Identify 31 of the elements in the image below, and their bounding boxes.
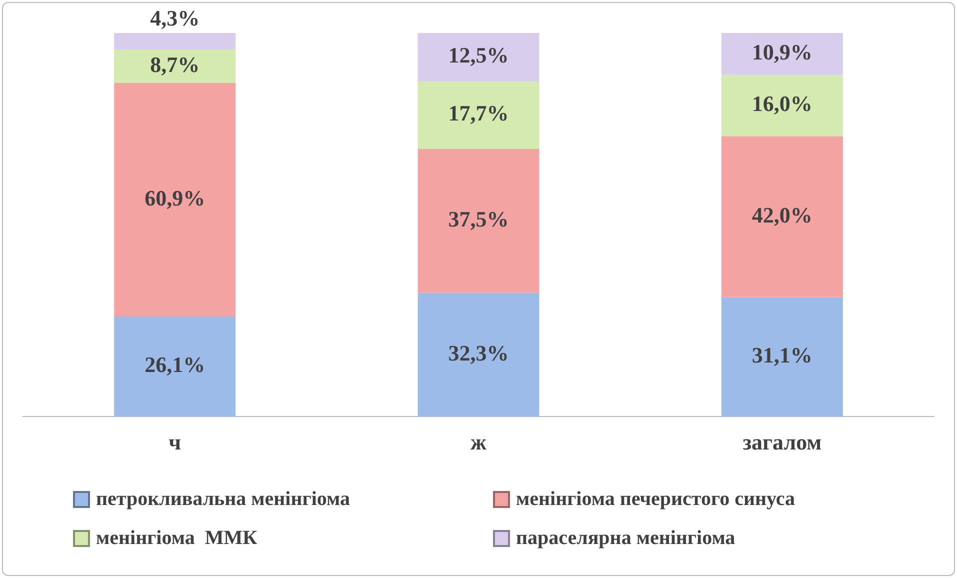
- bar: [721, 136, 843, 298]
- bar: [418, 33, 540, 81]
- bar: [418, 148, 540, 293]
- data-label: 8,7%: [150, 52, 200, 77]
- bar: [721, 33, 843, 75]
- x-tick-label: загалом: [742, 429, 822, 454]
- data-label: 26,1%: [144, 352, 206, 378]
- bar: [418, 292, 540, 417]
- bar: [418, 80, 540, 149]
- data-label: 31,1%: [752, 342, 812, 368]
- data-label: 10,9%: [752, 40, 812, 65]
- legend-label: параселярна менінгіома: [516, 527, 736, 550]
- data-label: 17,7%: [448, 100, 509, 126]
- bar: [114, 33, 236, 50]
- x-tick-label: ч: [168, 429, 182, 454]
- data-label: 16,0%: [752, 91, 812, 116]
- bar: [114, 316, 236, 417]
- bar: [114, 49, 236, 83]
- data-label: 37,5%: [448, 206, 509, 232]
- bar: [721, 297, 843, 417]
- data-label: 32,3%: [448, 340, 509, 366]
- legend-label: петрокливальна менінгіома: [96, 488, 350, 511]
- legend-label: менінгіома ММК: [96, 527, 258, 550]
- legend-label: менінгіома печеристого синуса: [516, 488, 796, 511]
- bar: [114, 82, 236, 316]
- bar: [721, 74, 843, 136]
- x-tick-label: ж: [470, 429, 487, 454]
- data-label: 4,3%: [150, 6, 200, 31]
- data-label: 12,5%: [448, 42, 509, 68]
- data-label: 42,0%: [752, 202, 812, 228]
- data-label: 60,9%: [144, 185, 206, 210]
